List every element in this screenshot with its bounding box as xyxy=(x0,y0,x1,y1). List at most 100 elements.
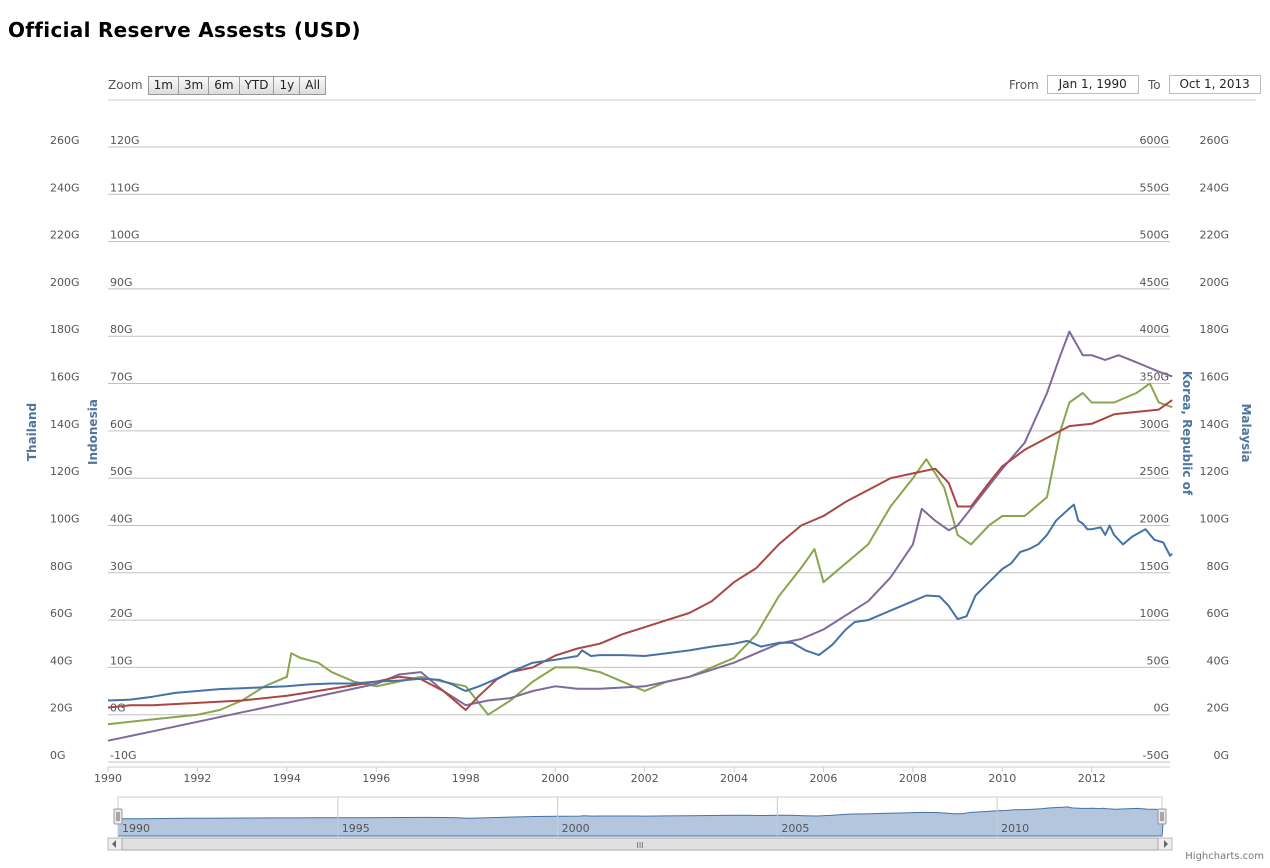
series-line-korea-republic-of xyxy=(107,503,1173,702)
navigator-tick-label: 2010 xyxy=(1001,822,1029,835)
y-tick-label-thailand: 100G xyxy=(50,512,80,525)
y-tick-label-indonesia: -10G xyxy=(110,749,137,762)
y-axis-title: Malaysia xyxy=(1239,403,1253,462)
zoom-button-all[interactable]: All xyxy=(299,75,327,95)
y-tick-label-indonesia: 0G xyxy=(110,702,126,715)
x-tick-label: 2000 xyxy=(541,772,569,785)
to-date-input[interactable]: Oct 1, 2013 xyxy=(1168,75,1261,94)
navigator-handle-left[interactable] xyxy=(113,808,123,825)
y-tick-label-thailand: 180G xyxy=(50,323,80,336)
zoom-bar: Zoom 1m 3m 6m YTD 1y All xyxy=(108,75,327,95)
from-label: From xyxy=(1009,77,1039,92)
y-tick-label-indonesia: 90G xyxy=(110,276,133,289)
y-tick-label-thailand: 140G xyxy=(50,418,80,431)
y-tick-label-indonesia: 30G xyxy=(110,560,133,573)
scroll-right-arrow-icon[interactable] xyxy=(1164,840,1168,848)
y-tick-label-indonesia: 110G xyxy=(110,181,140,194)
y-tick-label-korea-republic-of: 250G xyxy=(1139,465,1169,478)
y-tick-label-korea-republic-of: 500G xyxy=(1139,229,1169,242)
y-tick-label-indonesia: 70G xyxy=(110,371,133,384)
highcharts-credit[interactable]: Highcharts.com xyxy=(1185,851,1264,862)
zoom-button-1m[interactable]: 1m xyxy=(147,75,179,95)
y-tick-label-malaysia: 180G xyxy=(1199,323,1229,336)
y-tick-label-malaysia: 120G xyxy=(1199,465,1229,478)
zoom-button-3m[interactable]: 3m xyxy=(177,75,210,95)
y-tick-label-korea-republic-of: 200G xyxy=(1139,512,1169,525)
y-tick-label-thailand: 40G xyxy=(50,654,73,667)
y-tick-label-thailand: 200G xyxy=(50,276,80,289)
navigator-tick-label: 2000 xyxy=(562,822,590,835)
navigator-series xyxy=(117,806,1165,837)
x-tick-label: 2006 xyxy=(809,772,837,785)
y-tick-label-malaysia: 80G xyxy=(1206,560,1229,573)
y-tick-label-thailand: 20G xyxy=(50,702,73,715)
x-tick-label: 1996 xyxy=(362,772,390,785)
y-tick-label-korea-republic-of: 50G xyxy=(1146,654,1169,667)
y-tick-label-thailand: 220G xyxy=(50,229,80,242)
scrollbar-grip: III xyxy=(636,841,643,850)
y-tick-label-indonesia: 60G xyxy=(110,418,133,431)
from-date-input[interactable]: Jan 1, 1990 xyxy=(1046,75,1139,94)
scroll-left-arrow-icon[interactable] xyxy=(112,840,116,848)
y-tick-label-malaysia: 20G xyxy=(1206,702,1229,715)
y-tick-label-indonesia: 80G xyxy=(110,323,133,336)
y-tick-label-korea-republic-of: 0G xyxy=(1153,702,1169,715)
y-axis-title: Thailand xyxy=(25,403,39,461)
y-tick-label-malaysia: 140G xyxy=(1199,418,1229,431)
navigator-tick-label: 1990 xyxy=(122,822,150,835)
range-to: To Oct 1, 2013 xyxy=(1148,75,1261,94)
y-tick-label-korea-republic-of: 300G xyxy=(1139,418,1169,431)
series-line-indonesia xyxy=(107,382,1173,726)
y-tick-label-korea-republic-of: 400G xyxy=(1139,323,1169,336)
y-tick-label-thailand: 80G xyxy=(50,560,73,573)
to-label: To xyxy=(1148,77,1161,92)
y-tick-label-malaysia: 240G xyxy=(1199,181,1229,194)
scrollbar-thumb[interactable] xyxy=(121,837,1159,851)
y-tick-label-korea-republic-of: 600G xyxy=(1139,134,1169,147)
y-axis-title: Korea, Republic of xyxy=(1180,371,1194,496)
zoom-button-6m[interactable]: 6m xyxy=(208,75,240,95)
y-tick-label-thailand: 260G xyxy=(50,134,80,147)
y-tick-label-thailand: 60G xyxy=(50,607,73,620)
series-line-thailand xyxy=(107,399,1173,711)
y-tick-label-korea-republic-of: 350G xyxy=(1139,371,1169,384)
navigator-tick-label: 2005 xyxy=(781,822,809,835)
y-tick-label-indonesia: 50G xyxy=(110,465,133,478)
y-tick-label-malaysia: 260G xyxy=(1199,134,1229,147)
chart-title: Official Reserve Assests (USD) xyxy=(8,18,361,42)
navigator-tick-label: 1995 xyxy=(342,822,370,835)
y-tick-label-malaysia: 200G xyxy=(1199,276,1229,289)
y-tick-label-korea-republic-of: 450G xyxy=(1139,276,1169,289)
zoom-label: Zoom xyxy=(108,78,143,92)
x-tick-label: 2010 xyxy=(988,772,1016,785)
y-tick-label-indonesia: 100G xyxy=(110,229,140,242)
y-tick-label-korea-republic-of: 150G xyxy=(1139,560,1169,573)
y-tick-label-indonesia: 20G xyxy=(110,607,133,620)
zoom-button-1y[interactable]: 1y xyxy=(273,75,301,95)
x-tick-label: 1994 xyxy=(273,772,301,785)
y-tick-label-malaysia: 40G xyxy=(1206,654,1229,667)
x-tick-label: 1992 xyxy=(183,772,211,785)
x-tick-label: 2008 xyxy=(899,772,927,785)
y-tick-label-korea-republic-of: 550G xyxy=(1139,181,1169,194)
y-tick-label-malaysia: 60G xyxy=(1206,607,1229,620)
y-tick-label-indonesia: 10G xyxy=(110,654,133,667)
y-tick-label-indonesia: 120G xyxy=(110,134,140,147)
x-tick-label: 1990 xyxy=(94,772,122,785)
y-tick-label-malaysia: 100G xyxy=(1199,512,1229,525)
y-tick-label-indonesia: 40G xyxy=(110,512,133,525)
x-tick-label: 1998 xyxy=(452,772,480,785)
y-tick-label-thailand: 240G xyxy=(50,181,80,194)
series-line-malaysia xyxy=(107,330,1173,742)
zoom-button-ytd[interactable]: YTD xyxy=(238,75,275,95)
y-tick-label-korea-republic-of: 100G xyxy=(1139,607,1169,620)
x-tick-label: 2012 xyxy=(1078,772,1106,785)
y-tick-label-malaysia: 220G xyxy=(1199,229,1229,242)
y-tick-label-thailand: 160G xyxy=(50,371,80,384)
y-tick-label-malaysia: 0G xyxy=(1213,749,1229,762)
navigator-handle-right[interactable] xyxy=(1157,808,1167,825)
x-tick-label: 2004 xyxy=(720,772,748,785)
y-tick-label-thailand: 0G xyxy=(50,749,66,762)
y-axis-title: Indonesia xyxy=(86,399,100,465)
